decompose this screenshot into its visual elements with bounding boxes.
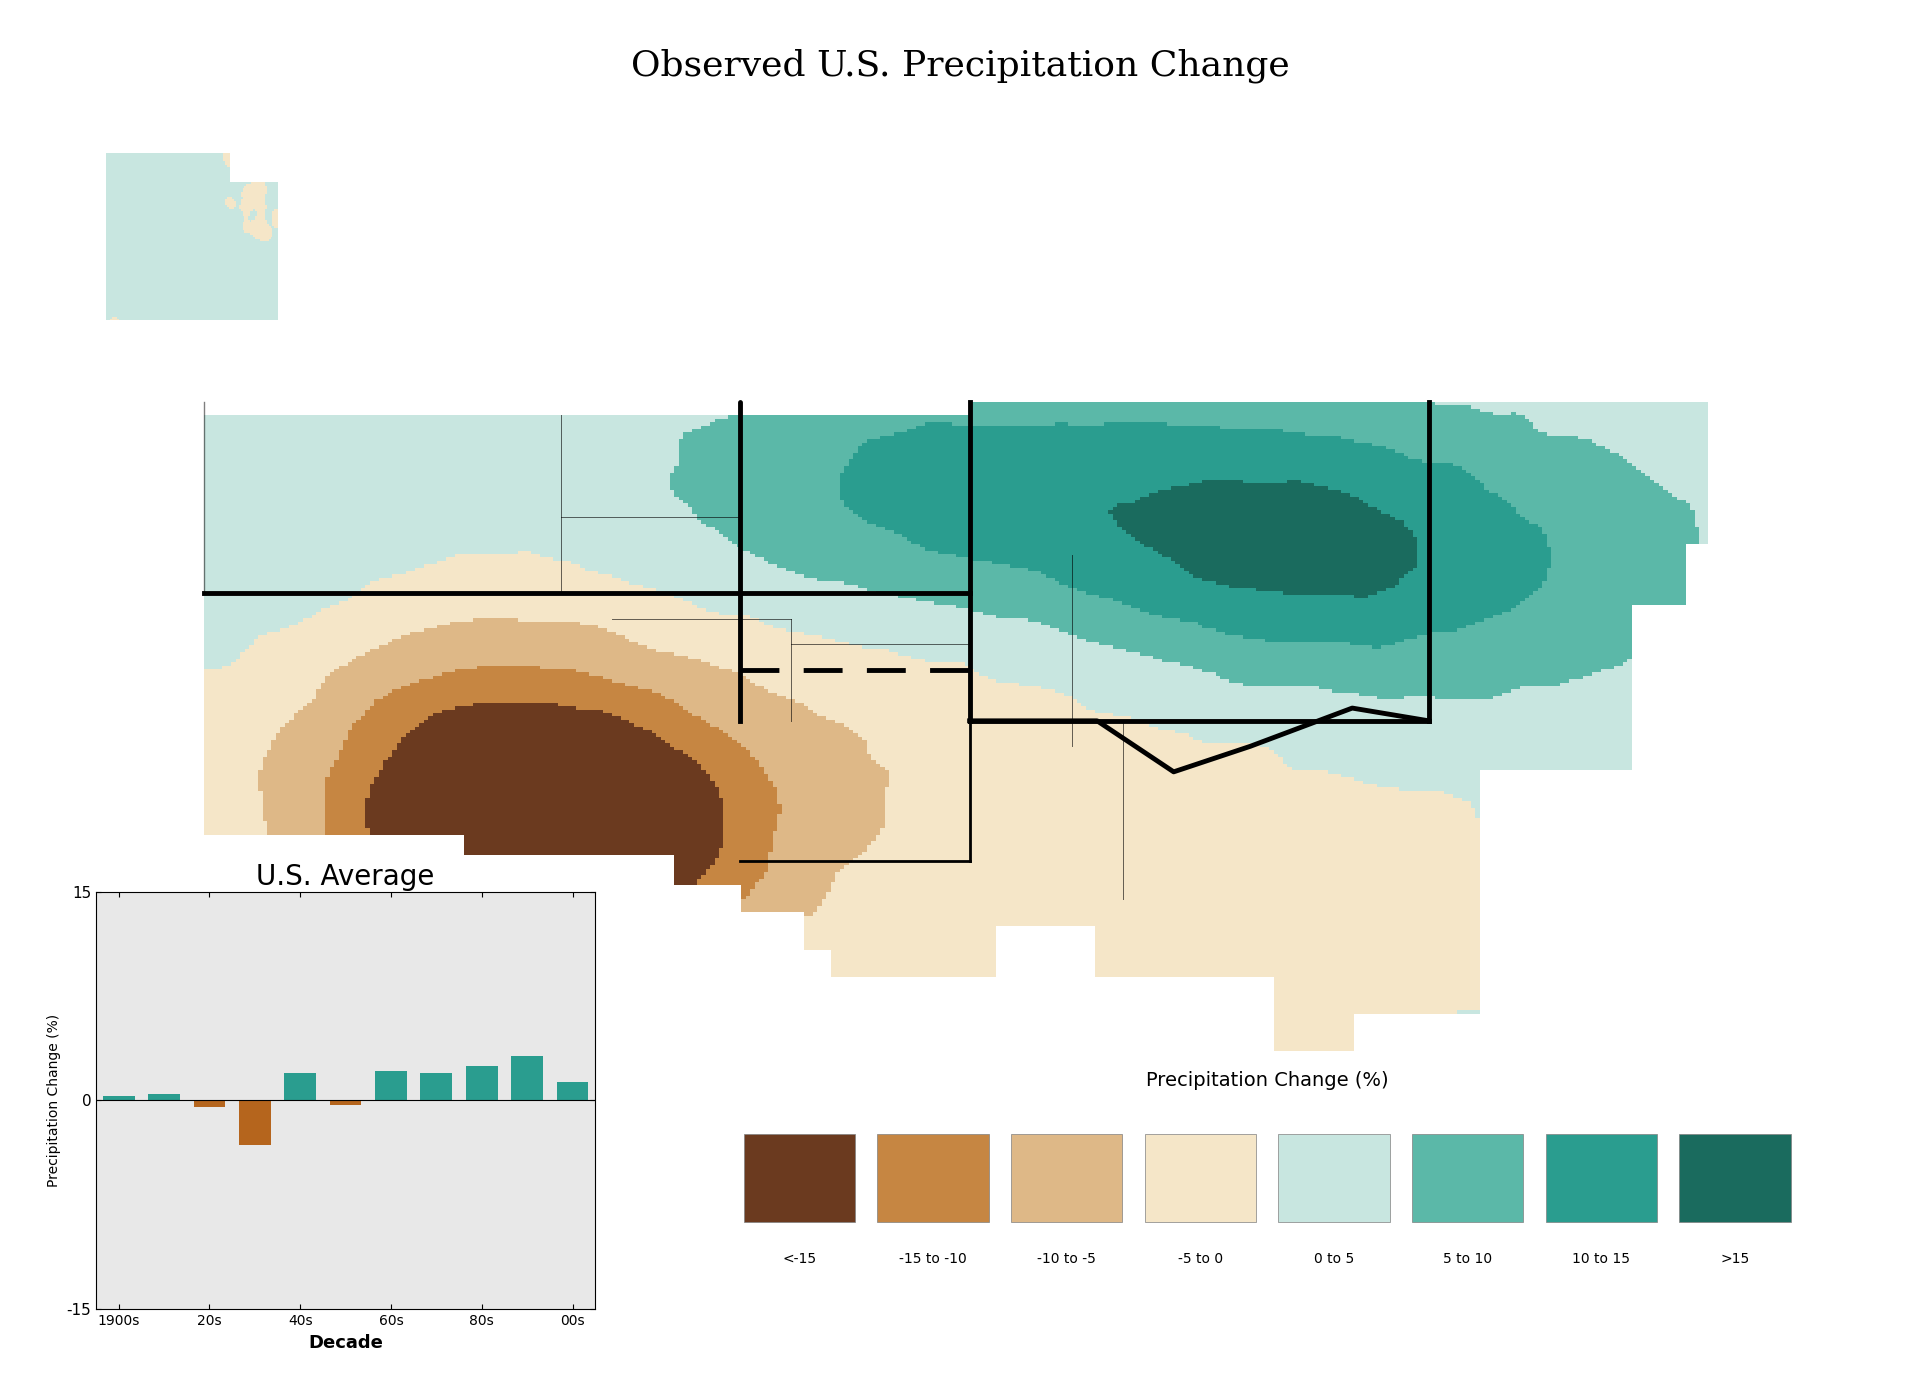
Bar — [284, 1073, 317, 1100]
Text: 10 to 15: 10 to 15 — [1572, 1252, 1630, 1266]
Text: 0 to 5: 0 to 5 — [1313, 1252, 1354, 1266]
Bar — [511, 1056, 543, 1100]
Text: >15: >15 — [1720, 1252, 1749, 1266]
X-axis label: Decade: Decade — [309, 1334, 382, 1351]
FancyBboxPatch shape — [1680, 1134, 1791, 1222]
FancyBboxPatch shape — [1411, 1134, 1523, 1222]
Bar — [374, 1071, 407, 1100]
FancyBboxPatch shape — [1144, 1134, 1256, 1222]
Bar — [330, 1100, 361, 1106]
FancyBboxPatch shape — [877, 1134, 989, 1222]
Title: U.S. Average: U.S. Average — [257, 862, 434, 890]
Text: 5 to 10: 5 to 10 — [1444, 1252, 1492, 1266]
Text: Precipitation Change (%): Precipitation Change (%) — [1146, 1071, 1388, 1091]
Text: -5 to 0: -5 to 0 — [1177, 1252, 1223, 1266]
Bar — [104, 1095, 134, 1100]
Text: <-15: <-15 — [783, 1252, 816, 1266]
Bar — [238, 1100, 271, 1145]
Bar — [148, 1095, 180, 1100]
Bar — [194, 1100, 225, 1107]
Text: -15 to -10: -15 to -10 — [899, 1252, 968, 1266]
FancyBboxPatch shape — [1279, 1134, 1390, 1222]
Text: -10 to -5: -10 to -5 — [1037, 1252, 1096, 1266]
Bar — [467, 1066, 497, 1100]
Y-axis label: Precipitation Change (%): Precipitation Change (%) — [46, 1014, 61, 1187]
FancyBboxPatch shape — [1546, 1134, 1657, 1222]
FancyBboxPatch shape — [743, 1134, 854, 1222]
FancyBboxPatch shape — [1012, 1134, 1123, 1222]
Bar — [557, 1082, 588, 1100]
Text: Observed U.S. Precipitation Change: Observed U.S. Precipitation Change — [630, 49, 1290, 84]
Bar — [420, 1073, 453, 1100]
